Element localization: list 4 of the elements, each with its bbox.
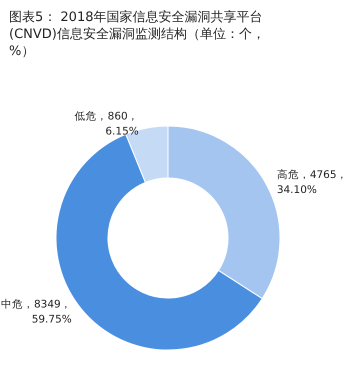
chart-title: 图表5： 2018年国家信息安全漏洞共享平台(CNVD)信息安全漏洞监测结构（单位：个，%） [9,9,265,59]
slice-label: 低危，860， 6.15% [74,110,139,138]
slice-label: 中危，8349， 59.75% [1,298,72,326]
slice-label: 高危，4765， 34.10% [276,168,348,196]
